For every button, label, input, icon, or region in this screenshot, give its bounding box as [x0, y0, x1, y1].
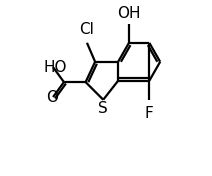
Text: Cl: Cl	[80, 22, 94, 37]
Text: F: F	[145, 106, 154, 121]
Text: O: O	[46, 90, 58, 105]
Text: OH: OH	[117, 6, 141, 21]
Text: HO: HO	[44, 60, 67, 75]
Text: S: S	[98, 101, 108, 116]
